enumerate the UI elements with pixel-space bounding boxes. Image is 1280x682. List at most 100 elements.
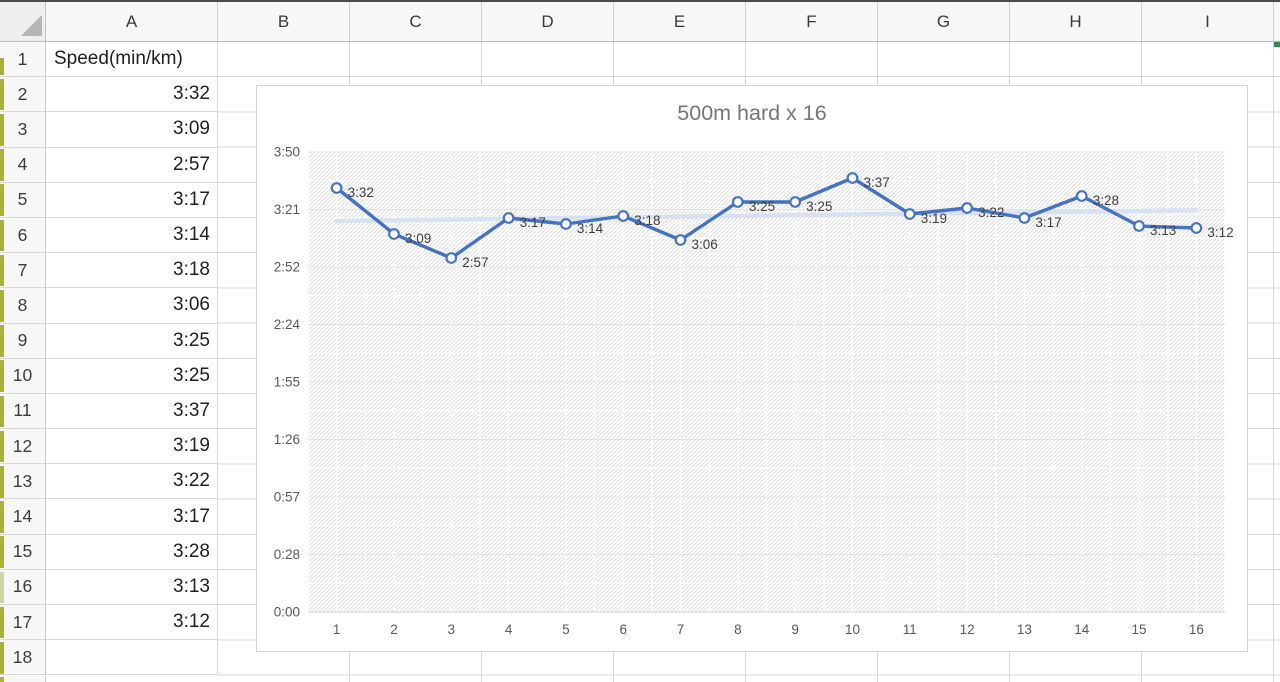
left-edge-green-strip [0, 360, 4, 392]
row-header-17[interactable]: 17 [0, 605, 46, 641]
row-header-16[interactable]: 16 [0, 569, 46, 605]
svg-text:11: 11 [903, 622, 917, 637]
table-row: 8 3:06 [0, 288, 218, 324]
column-header-b[interactable]: B [218, 2, 350, 41]
left-edge-green-strip [0, 254, 4, 287]
row-header-6[interactable]: 6 [0, 217, 46, 254]
row-header-19-partial[interactable] [0, 675, 46, 682]
cell-a11[interactable]: 3:37 [46, 393, 218, 430]
cell-a1[interactable]: Speed(min/km) [46, 42, 218, 78]
table-row: 3 3:09 [0, 112, 218, 148]
table-row: 17 3:12 [0, 605, 218, 641]
row-header-4[interactable]: 4 [0, 147, 46, 183]
left-edge-green-strip [0, 289, 4, 322]
cell-a7[interactable]: 3:18 [46, 253, 218, 289]
cell-a12[interactable]: 3:19 [46, 429, 218, 465]
row-header-5[interactable]: 5 [0, 182, 46, 218]
table-row: 1 Speed(min/km) [0, 42, 218, 78]
left-edge-green-strip [0, 641, 4, 674]
svg-text:3:12: 3:12 [1207, 225, 1233, 240]
row-header-15[interactable]: 15 [0, 534, 46, 570]
svg-text:1:26: 1:26 [274, 432, 300, 447]
table-row: 9 3:25 [0, 323, 218, 359]
cell-a3[interactable]: 3:09 [46, 112, 218, 148]
row-header-13[interactable]: 13 [0, 464, 46, 500]
row-header-14[interactable]: 14 [0, 499, 46, 535]
column-header-f[interactable]: F [746, 2, 878, 41]
table-row: 14 3:17 [0, 499, 218, 535]
column-header-g[interactable]: G [878, 2, 1010, 41]
svg-text:3:17: 3:17 [1035, 215, 1061, 230]
left-edge-green-strip [0, 219, 4, 252]
table-row: 13 3:22 [0, 464, 218, 500]
column-header-a[interactable]: A [46, 2, 218, 41]
svg-text:3:17: 3:17 [520, 215, 546, 230]
column-header-e[interactable]: E [614, 2, 746, 41]
svg-text:13: 13 [1017, 622, 1032, 637]
column-header-partial [1274, 2, 1280, 41]
row-header-7[interactable]: 7 [0, 253, 46, 289]
column-header-i[interactable]: I [1142, 2, 1274, 41]
svg-text:6: 6 [619, 622, 627, 637]
left-edge-green-strip [0, 113, 4, 146]
row-header-18[interactable]: 18 [0, 640, 46, 676]
cell-a4[interactable]: 2:57 [46, 147, 218, 183]
cell-a18[interactable] [46, 640, 218, 676]
svg-text:3: 3 [448, 622, 456, 637]
left-edge-green-strip [0, 149, 4, 181]
table-row: 6 3:14 [0, 217, 218, 254]
svg-text:3:50: 3:50 [274, 145, 300, 160]
cell-a9[interactable]: 3:25 [46, 323, 218, 359]
svg-text:3:09: 3:09 [405, 231, 431, 246]
cell-a8[interactable]: 3:06 [46, 288, 218, 324]
row-header-11[interactable]: 11 [0, 393, 46, 430]
row-header-10[interactable]: 10 [0, 358, 46, 394]
column-header-c[interactable]: C [350, 2, 482, 41]
row-header-8[interactable]: 8 [0, 288, 46, 324]
left-edge-green-strip [0, 58, 4, 76]
cell-a2[interactable]: 3:32 [46, 77, 218, 113]
left-edge-green-strip [0, 465, 4, 498]
svg-text:3:14: 3:14 [577, 221, 604, 236]
svg-text:7: 7 [677, 622, 685, 637]
column-header-d[interactable]: D [482, 2, 614, 41]
left-edge-green-strip [0, 606, 4, 639]
cell-a10[interactable]: 3:25 [46, 358, 218, 394]
chart-svg: 3:32 3:09 2:57 3:17 3:14 3:18 3:06 3:25 3:25 3:37… [274, 145, 1234, 638]
svg-text:5: 5 [562, 622, 570, 637]
svg-text:3:22: 3:22 [978, 205, 1004, 220]
row-header-3[interactable]: 3 [0, 112, 46, 148]
svg-text:3:06: 3:06 [692, 237, 718, 252]
cell-a14[interactable]: 3:17 [46, 499, 218, 535]
svg-text:3:13: 3:13 [1150, 223, 1176, 238]
cell-a6[interactable]: 3:14 [46, 217, 218, 254]
column-header-h[interactable]: H [1010, 2, 1142, 41]
cell-a13[interactable]: 3:22 [46, 464, 218, 500]
row-header-1[interactable]: 1 [0, 42, 46, 78]
table-row: 11 3:37 [0, 393, 218, 430]
cell-a17[interactable]: 3:12 [46, 605, 218, 641]
svg-text:3:18: 3:18 [634, 213, 660, 228]
svg-text:1: 1 [333, 622, 341, 637]
svg-text:4: 4 [505, 622, 513, 637]
svg-text:2:24: 2:24 [274, 317, 301, 332]
left-edge-green-strip [0, 501, 4, 533]
select-all-corner[interactable] [0, 2, 46, 41]
svg-text:15: 15 [1132, 622, 1147, 637]
left-edge-green-strip [0, 78, 4, 111]
row-header-12[interactable]: 12 [0, 429, 46, 465]
row-header-2[interactable]: 2 [0, 77, 46, 113]
svg-text:3:25: 3:25 [806, 199, 832, 214]
table-row: 7 3:18 [0, 253, 218, 289]
svg-text:3:25: 3:25 [749, 199, 775, 214]
left-edge-green-strip [0, 677, 4, 682]
cell-a16[interactable]: 3:13 [46, 569, 218, 605]
cell-a5[interactable]: 3:17 [46, 182, 218, 218]
embedded-chart[interactable]: 500m hard x 16 3:32 3:09 2:57 3:17 3:14 3:18 3… [256, 85, 1248, 652]
row-header-9[interactable]: 9 [0, 323, 46, 359]
svg-text:2: 2 [390, 622, 398, 637]
cell-a15[interactable]: 3:28 [46, 534, 218, 570]
table-row: 12 3:19 [0, 429, 218, 465]
left-edge-green-strip [0, 430, 4, 463]
left-edge-green-strip [0, 184, 4, 216]
